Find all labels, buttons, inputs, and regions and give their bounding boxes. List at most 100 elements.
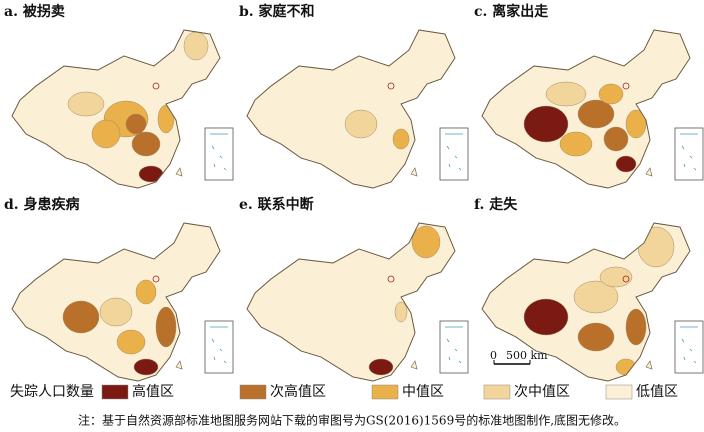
china-map — [481, 29, 691, 189]
panel-title: e. 联系中断 — [239, 196, 314, 213]
region — [573, 280, 619, 314]
legend-swatch — [371, 384, 399, 400]
region — [411, 225, 441, 259]
regions — [62, 279, 177, 376]
inset-box — [674, 127, 704, 181]
legend-swatch — [101, 384, 129, 400]
inset-islands — [445, 133, 463, 171]
panels: a. 被拐卖 b. 家庭不和 c. 离家出走 d. 身患疾病 e. 联系中断 f. 走失 — [4, 3, 704, 382]
inset-islands — [210, 326, 228, 364]
legend-swatch — [239, 384, 267, 400]
regions — [67, 31, 209, 183]
region — [625, 109, 647, 139]
region — [155, 306, 177, 348]
taiwan — [175, 167, 183, 177]
legend-title: 失踪人口数量 — [10, 384, 94, 400]
region — [91, 119, 121, 149]
region — [637, 226, 675, 268]
capital — [387, 275, 395, 283]
inset-islands — [680, 326, 698, 364]
region — [135, 279, 157, 305]
region — [625, 308, 647, 346]
region — [133, 358, 159, 376]
region — [523, 298, 569, 336]
map-panel: c. 离家出走 — [474, 3, 704, 189]
region — [545, 81, 587, 107]
panel-title: c. 离家出走 — [474, 3, 549, 20]
region — [392, 128, 410, 150]
map-panel: b. 家庭不和 — [239, 3, 469, 189]
inset-box — [204, 320, 234, 374]
china-map — [11, 29, 221, 189]
china-map — [481, 222, 691, 382]
region — [99, 297, 133, 327]
regions — [368, 225, 441, 376]
panel-title: a. 被拐卖 — [4, 3, 65, 20]
region — [598, 83, 624, 105]
china-map — [246, 222, 456, 382]
region — [183, 31, 209, 61]
inset-islands — [445, 326, 463, 364]
taiwan — [645, 167, 653, 177]
region — [157, 104, 175, 134]
regions — [523, 226, 675, 376]
taiwan — [175, 360, 183, 370]
taiwan — [645, 360, 653, 370]
region — [368, 358, 394, 376]
region — [67, 91, 105, 117]
inset-box — [439, 127, 469, 181]
region — [125, 113, 147, 135]
region — [559, 131, 593, 157]
legend-label: 次高值区 — [270, 383, 326, 400]
capital — [152, 82, 160, 90]
scale-bar: 0 500 km — [490, 349, 548, 365]
region — [615, 155, 637, 173]
regions — [344, 109, 410, 150]
region — [523, 105, 569, 143]
region — [116, 329, 146, 355]
legend-swatch — [605, 384, 633, 400]
inset-islands — [210, 133, 228, 171]
region — [577, 99, 615, 129]
region — [62, 300, 100, 334]
inset-box — [674, 320, 704, 374]
scale-start: 0 — [490, 349, 497, 362]
map-panel: d. 身患疾病 — [4, 196, 234, 382]
capital — [152, 275, 160, 283]
region — [615, 358, 637, 376]
legend-label: 低值区 — [636, 384, 678, 400]
regions — [523, 81, 647, 173]
region — [394, 301, 408, 323]
region — [577, 322, 615, 352]
region — [344, 109, 378, 139]
inset-box — [204, 127, 234, 181]
note: 注：基于自然资源部标准地图服务网站下载的审图号为GS(2016)1569号的标准… — [78, 413, 626, 428]
legend-label: 高值区 — [132, 383, 174, 400]
china-outline — [246, 29, 456, 189]
panel-title: b. 家庭不和 — [239, 3, 315, 20]
map-panel: a. 被拐卖 — [4, 3, 234, 189]
map-panel: f. 走失 — [474, 196, 704, 382]
map-panel: e. 联系中断 — [239, 196, 469, 382]
legend-label: 中值区 — [402, 384, 444, 400]
panel-title: f. 走失 — [474, 196, 518, 213]
scale-end: 500 km — [506, 349, 548, 362]
region — [138, 165, 164, 183]
legend-label: 次中值区 — [514, 384, 570, 400]
legend: 高值区 次高值区 中值区 次中值区 低值区 — [101, 383, 678, 400]
taiwan — [410, 167, 418, 177]
region — [603, 126, 629, 152]
capital — [622, 82, 630, 90]
inset-box — [439, 320, 469, 374]
taiwan — [410, 360, 418, 370]
inset-islands — [680, 133, 698, 171]
region — [131, 131, 161, 157]
china-map — [11, 222, 221, 382]
china-map — [246, 29, 456, 189]
legend-swatch — [483, 384, 511, 400]
capital — [387, 82, 395, 90]
capital — [622, 275, 630, 283]
region — [599, 266, 633, 288]
panel-title: d. 身患疾病 — [4, 196, 80, 213]
